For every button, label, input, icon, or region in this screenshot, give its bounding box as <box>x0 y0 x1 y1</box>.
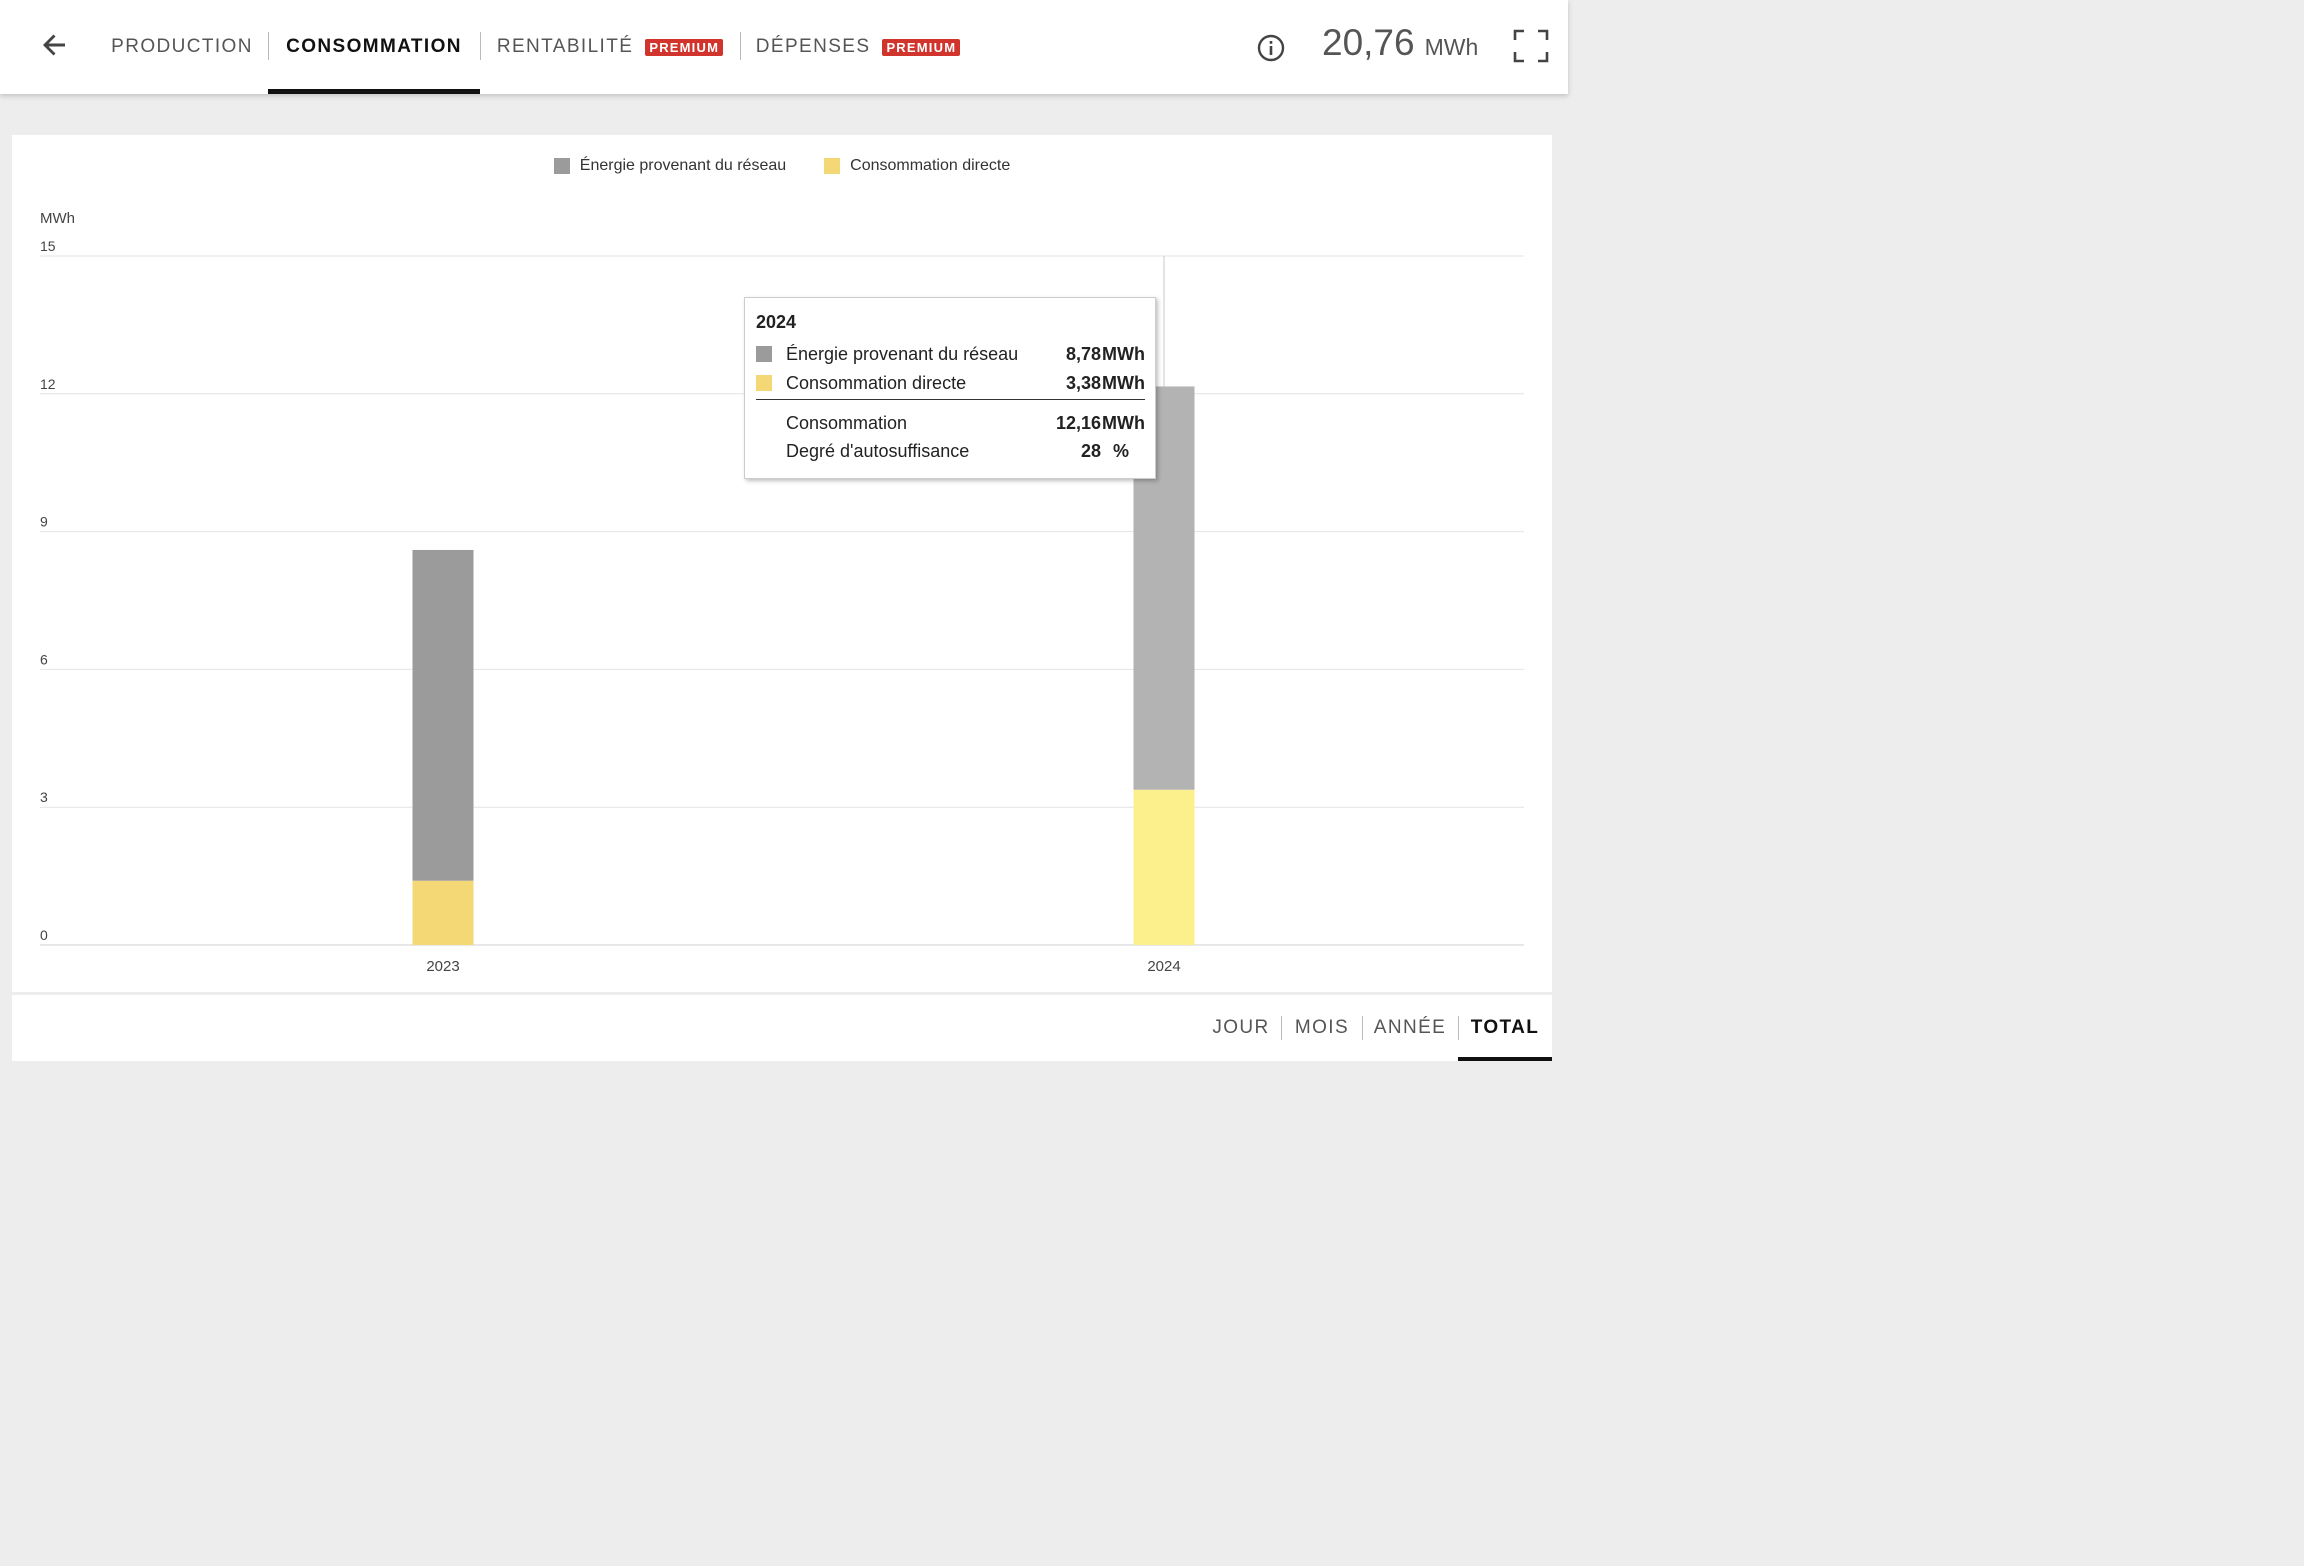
bar-2024-direct <box>1133 789 1195 945</box>
tooltip-value: 8,78 <box>1065 343 1101 364</box>
tooltip-label: Consommation <box>786 412 908 433</box>
bar-2023-grid <box>412 549 474 881</box>
chart-legend: Énergie provenant du réseau Consommation… <box>12 157 1552 175</box>
y-tick-label: 6 <box>40 651 48 667</box>
tooltip-swatch-direct <box>756 375 772 391</box>
tooltip-value: 28 <box>1080 440 1101 461</box>
tooltip-label: Énergie provenant du réseau <box>786 343 1019 364</box>
tab-consommation-label: CONSOMMATION <box>286 36 462 57</box>
period-tab-mois[interactable]: MOIS <box>1282 995 1362 1061</box>
period-divider <box>1362 1016 1363 1040</box>
tooltip-row-grid: Énergie provenant du réseau 8,78 MWh <box>756 342 1145 366</box>
premium-badge: PREMIUM <box>882 38 961 56</box>
legend-item-direct[interactable]: Consommation directe <box>824 157 1010 175</box>
legend-label-direct: Consommation directe <box>850 157 1011 174</box>
tooltip-divider <box>756 399 1145 400</box>
tooltip-unit: MWh <box>1102 412 1145 433</box>
info-icon[interactable] <box>1256 33 1286 63</box>
tab-rentabilite-label: RENTABILITÉ <box>496 36 634 57</box>
period-tab-label: MOIS <box>1294 1017 1350 1038</box>
tab-production[interactable]: PRODUCTION <box>96 0 268 94</box>
consumption-bar-chart: MWh 0 3 6 9 12 15 2023 2024 <box>40 210 1524 975</box>
tab-rentabilite[interactable]: RENTABILITÉ PREMIUM <box>480 0 740 94</box>
period-tab-total[interactable]: TOTAL <box>1458 995 1552 1061</box>
y-tick-label: 3 <box>40 789 48 805</box>
total-consumption-value: 20,76 MWh <box>1322 22 1478 72</box>
x-tick-label: 2024 <box>1147 958 1180 975</box>
tab-depenses-label: DÉPENSES <box>755 36 871 57</box>
tooltip-row-autosufficiency: Degré d'autosuffisance 28 % <box>756 439 1145 463</box>
back-arrow-icon[interactable] <box>36 26 74 64</box>
period-tab-jour[interactable]: JOUR <box>1202 995 1280 1061</box>
period-tab-label: TOTAL <box>1470 1017 1540 1038</box>
total-number: 20,76 <box>1322 22 1415 63</box>
premium-badge: PREMIUM <box>645 38 724 56</box>
tooltip-title: 2024 <box>756 312 797 332</box>
chart-tooltip: 2024 Énergie provenant du réseau 8,78 MW… <box>744 297 1156 479</box>
tab-divider <box>740 32 741 60</box>
chart-panel: Énergie provenant du réseau Consommation… <box>12 135 1552 992</box>
fullscreen-icon[interactable] <box>1512 28 1550 64</box>
legend-label-grid: Énergie provenant du réseau <box>579 157 787 174</box>
y-axis-label: MWh <box>40 210 75 227</box>
legend-item-grid[interactable]: Énergie provenant du réseau <box>553 157 787 175</box>
tooltip-row-consumption: Consommation 12,16 MWh <box>756 411 1145 435</box>
tab-production-label: PRODUCTION <box>111 36 253 57</box>
tooltip-row-direct: Consommation directe 3,38 MWh <box>756 371 1145 395</box>
tooltip-unit: MWh <box>1102 372 1145 393</box>
y-tick-label: 0 <box>40 927 48 943</box>
legend-swatch-direct <box>824 158 841 174</box>
tab-divider <box>268 32 269 60</box>
period-selector: JOUR MOIS ANNÉE TOTAL <box>12 995 1552 1061</box>
tab-divider <box>480 32 481 60</box>
top-bar: PRODUCTION CONSOMMATION RENTABILITÉ PREM… <box>0 0 1568 94</box>
tab-consommation[interactable]: CONSOMMATION <box>268 0 480 94</box>
y-tick-label: 9 <box>40 514 48 530</box>
y-tick-label: 15 <box>40 238 56 254</box>
tooltip-label: Consommation directe <box>786 372 967 393</box>
bar-2023-direct <box>412 880 474 945</box>
tooltip-unit: % <box>1113 440 1130 461</box>
x-tick-label: 2023 <box>426 958 459 975</box>
tooltip-value: 3,38 <box>1065 372 1101 393</box>
tooltip-unit: MWh <box>1102 343 1145 364</box>
total-unit: MWh <box>1424 34 1479 60</box>
period-tab-annee[interactable]: ANNÉE <box>1363 995 1457 1061</box>
period-tab-label: JOUR <box>1212 1017 1270 1038</box>
period-divider <box>1281 1016 1282 1040</box>
legend-swatch-grid <box>553 158 570 174</box>
period-divider <box>1458 1016 1459 1040</box>
tooltip-swatch-grid <box>756 346 772 362</box>
tooltip-value: 12,16 <box>1055 412 1101 433</box>
tooltip-label: Degré d'autosuffisance <box>786 440 970 461</box>
y-tick-label: 12 <box>40 376 56 392</box>
tab-depenses[interactable]: DÉPENSES PREMIUM <box>740 0 976 94</box>
period-tab-label: ANNÉE <box>1373 1017 1447 1038</box>
